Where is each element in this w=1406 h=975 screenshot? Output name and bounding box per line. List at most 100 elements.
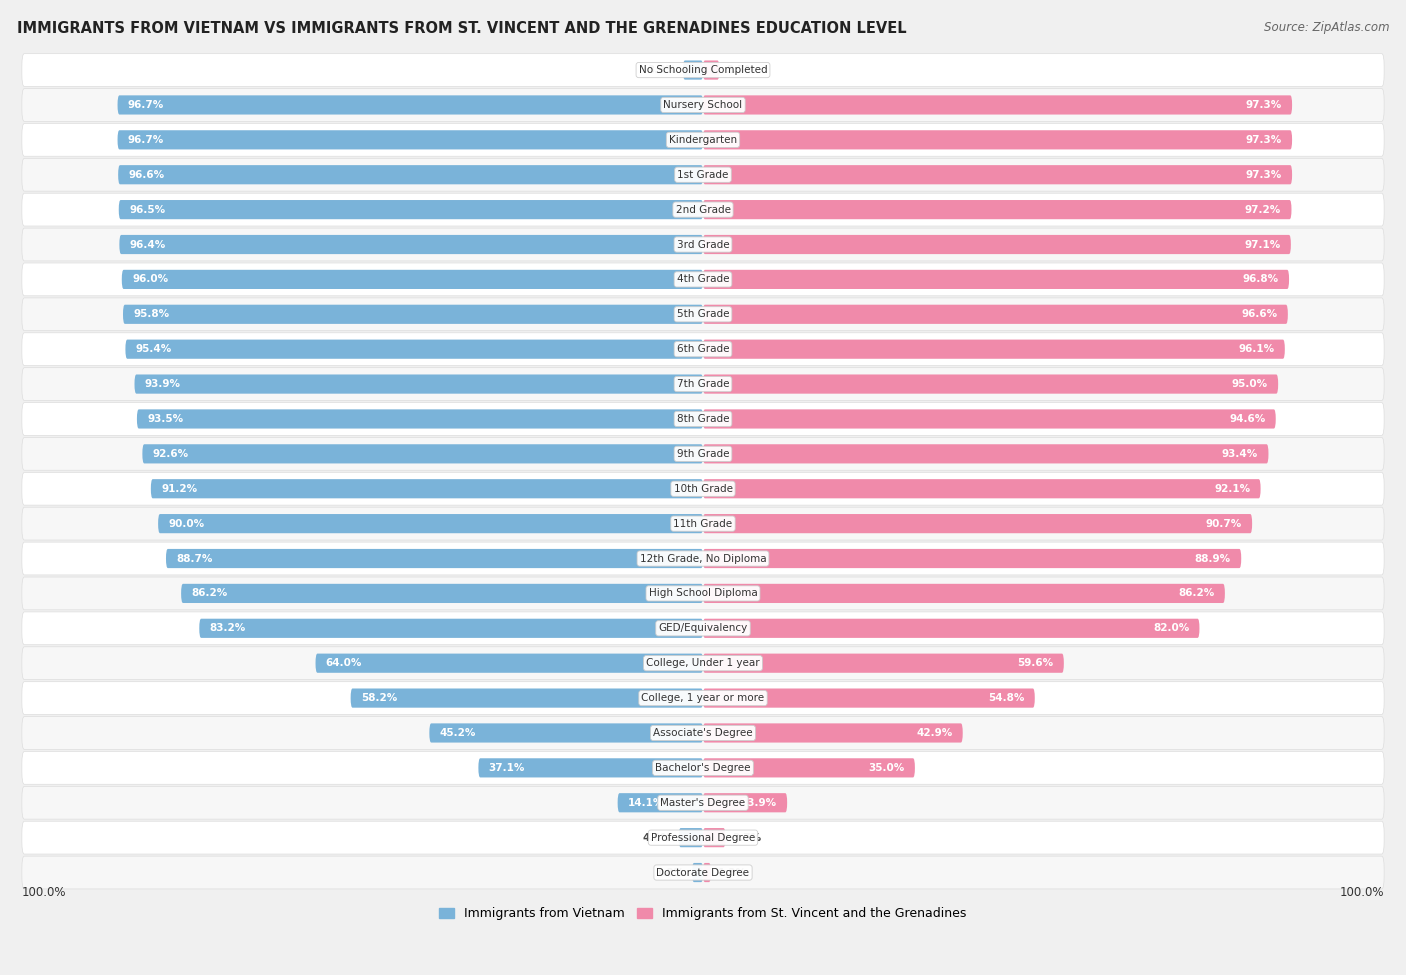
FancyBboxPatch shape <box>122 270 703 289</box>
Text: Associate's Degree: Associate's Degree <box>654 728 752 738</box>
Text: 88.9%: 88.9% <box>1195 554 1230 564</box>
FancyBboxPatch shape <box>22 228 1384 261</box>
Text: College, 1 year or more: College, 1 year or more <box>641 693 765 703</box>
FancyBboxPatch shape <box>22 717 1384 750</box>
FancyBboxPatch shape <box>22 472 1384 505</box>
FancyBboxPatch shape <box>22 124 1384 156</box>
FancyBboxPatch shape <box>478 759 703 777</box>
FancyBboxPatch shape <box>350 688 703 708</box>
FancyBboxPatch shape <box>22 54 1384 87</box>
Text: 86.2%: 86.2% <box>191 588 228 599</box>
FancyBboxPatch shape <box>22 158 1384 191</box>
Text: 1.3%: 1.3% <box>717 868 747 878</box>
FancyBboxPatch shape <box>703 479 1261 498</box>
FancyBboxPatch shape <box>617 793 703 812</box>
Text: 90.0%: 90.0% <box>169 519 204 528</box>
FancyBboxPatch shape <box>703 165 1292 184</box>
FancyBboxPatch shape <box>22 752 1384 784</box>
FancyBboxPatch shape <box>22 542 1384 575</box>
FancyBboxPatch shape <box>703 374 1278 394</box>
FancyBboxPatch shape <box>22 646 1384 680</box>
Text: 96.8%: 96.8% <box>1243 274 1278 285</box>
FancyBboxPatch shape <box>703 584 1225 603</box>
Text: 2nd Grade: 2nd Grade <box>675 205 731 214</box>
Text: 93.9%: 93.9% <box>145 379 181 389</box>
FancyBboxPatch shape <box>429 723 703 743</box>
FancyBboxPatch shape <box>181 584 703 603</box>
Text: 94.6%: 94.6% <box>1229 414 1265 424</box>
Text: Kindergarten: Kindergarten <box>669 135 737 145</box>
Text: 92.6%: 92.6% <box>153 448 188 459</box>
FancyBboxPatch shape <box>22 577 1384 609</box>
Text: 5th Grade: 5th Grade <box>676 309 730 319</box>
Text: 95.4%: 95.4% <box>136 344 172 354</box>
Text: No Schooling Completed: No Schooling Completed <box>638 65 768 75</box>
Text: 13.9%: 13.9% <box>741 798 778 807</box>
FancyBboxPatch shape <box>703 619 1199 638</box>
Text: 96.6%: 96.6% <box>128 170 165 179</box>
Legend: Immigrants from Vietnam, Immigrants from St. Vincent and the Grenadines: Immigrants from Vietnam, Immigrants from… <box>434 902 972 925</box>
FancyBboxPatch shape <box>692 863 703 882</box>
Text: 82.0%: 82.0% <box>1153 623 1189 634</box>
FancyBboxPatch shape <box>703 60 720 80</box>
Text: 1.8%: 1.8% <box>657 868 685 878</box>
Text: 100.0%: 100.0% <box>22 886 66 899</box>
FancyBboxPatch shape <box>703 688 1035 708</box>
Text: 83.2%: 83.2% <box>209 623 246 634</box>
Text: 97.3%: 97.3% <box>1246 135 1282 145</box>
Text: 96.5%: 96.5% <box>129 205 165 214</box>
Text: 42.9%: 42.9% <box>917 728 952 738</box>
Text: 3.3%: 3.3% <box>647 65 676 75</box>
Text: GED/Equivalency: GED/Equivalency <box>658 623 748 634</box>
Text: 3.7%: 3.7% <box>733 833 762 842</box>
FancyBboxPatch shape <box>166 549 703 568</box>
FancyBboxPatch shape <box>703 549 1241 568</box>
Text: 96.0%: 96.0% <box>132 274 169 285</box>
Text: 1st Grade: 1st Grade <box>678 170 728 179</box>
FancyBboxPatch shape <box>118 165 703 184</box>
FancyBboxPatch shape <box>120 235 703 254</box>
FancyBboxPatch shape <box>22 682 1384 715</box>
Text: 90.7%: 90.7% <box>1205 519 1241 528</box>
FancyBboxPatch shape <box>22 89 1384 121</box>
Text: 8th Grade: 8th Grade <box>676 414 730 424</box>
Text: 12th Grade, No Diploma: 12th Grade, No Diploma <box>640 554 766 564</box>
FancyBboxPatch shape <box>703 200 1292 219</box>
Text: 2.7%: 2.7% <box>727 65 755 75</box>
FancyBboxPatch shape <box>703 270 1289 289</box>
FancyBboxPatch shape <box>22 368 1384 401</box>
Text: Bachelor's Degree: Bachelor's Degree <box>655 762 751 773</box>
Text: 96.7%: 96.7% <box>128 100 165 110</box>
FancyBboxPatch shape <box>703 339 1285 359</box>
Text: 97.2%: 97.2% <box>1244 205 1281 214</box>
FancyBboxPatch shape <box>22 507 1384 540</box>
FancyBboxPatch shape <box>125 339 703 359</box>
FancyBboxPatch shape <box>142 445 703 463</box>
Text: Doctorate Degree: Doctorate Degree <box>657 868 749 878</box>
Text: Master's Degree: Master's Degree <box>661 798 745 807</box>
Text: IMMIGRANTS FROM VIETNAM VS IMMIGRANTS FROM ST. VINCENT AND THE GRENADINES EDUCAT: IMMIGRANTS FROM VIETNAM VS IMMIGRANTS FR… <box>17 21 907 36</box>
Text: 96.6%: 96.6% <box>1241 309 1278 319</box>
Text: 93.5%: 93.5% <box>148 414 183 424</box>
Text: 37.1%: 37.1% <box>489 762 524 773</box>
Text: 7th Grade: 7th Grade <box>676 379 730 389</box>
FancyBboxPatch shape <box>118 200 703 219</box>
FancyBboxPatch shape <box>703 863 711 882</box>
Text: 86.2%: 86.2% <box>1178 588 1215 599</box>
Text: 93.4%: 93.4% <box>1222 448 1258 459</box>
Text: 6th Grade: 6th Grade <box>676 344 730 354</box>
FancyBboxPatch shape <box>118 96 703 114</box>
Text: 10th Grade: 10th Grade <box>673 484 733 493</box>
FancyBboxPatch shape <box>150 479 703 498</box>
FancyBboxPatch shape <box>703 759 915 777</box>
Text: 4th Grade: 4th Grade <box>676 274 730 285</box>
Text: 58.2%: 58.2% <box>361 693 398 703</box>
Text: 97.3%: 97.3% <box>1246 170 1282 179</box>
Text: 14.1%: 14.1% <box>628 798 664 807</box>
FancyBboxPatch shape <box>22 612 1384 644</box>
FancyBboxPatch shape <box>703 445 1268 463</box>
FancyBboxPatch shape <box>200 619 703 638</box>
Text: Nursery School: Nursery School <box>664 100 742 110</box>
Text: 11th Grade: 11th Grade <box>673 519 733 528</box>
Text: 96.7%: 96.7% <box>128 135 165 145</box>
